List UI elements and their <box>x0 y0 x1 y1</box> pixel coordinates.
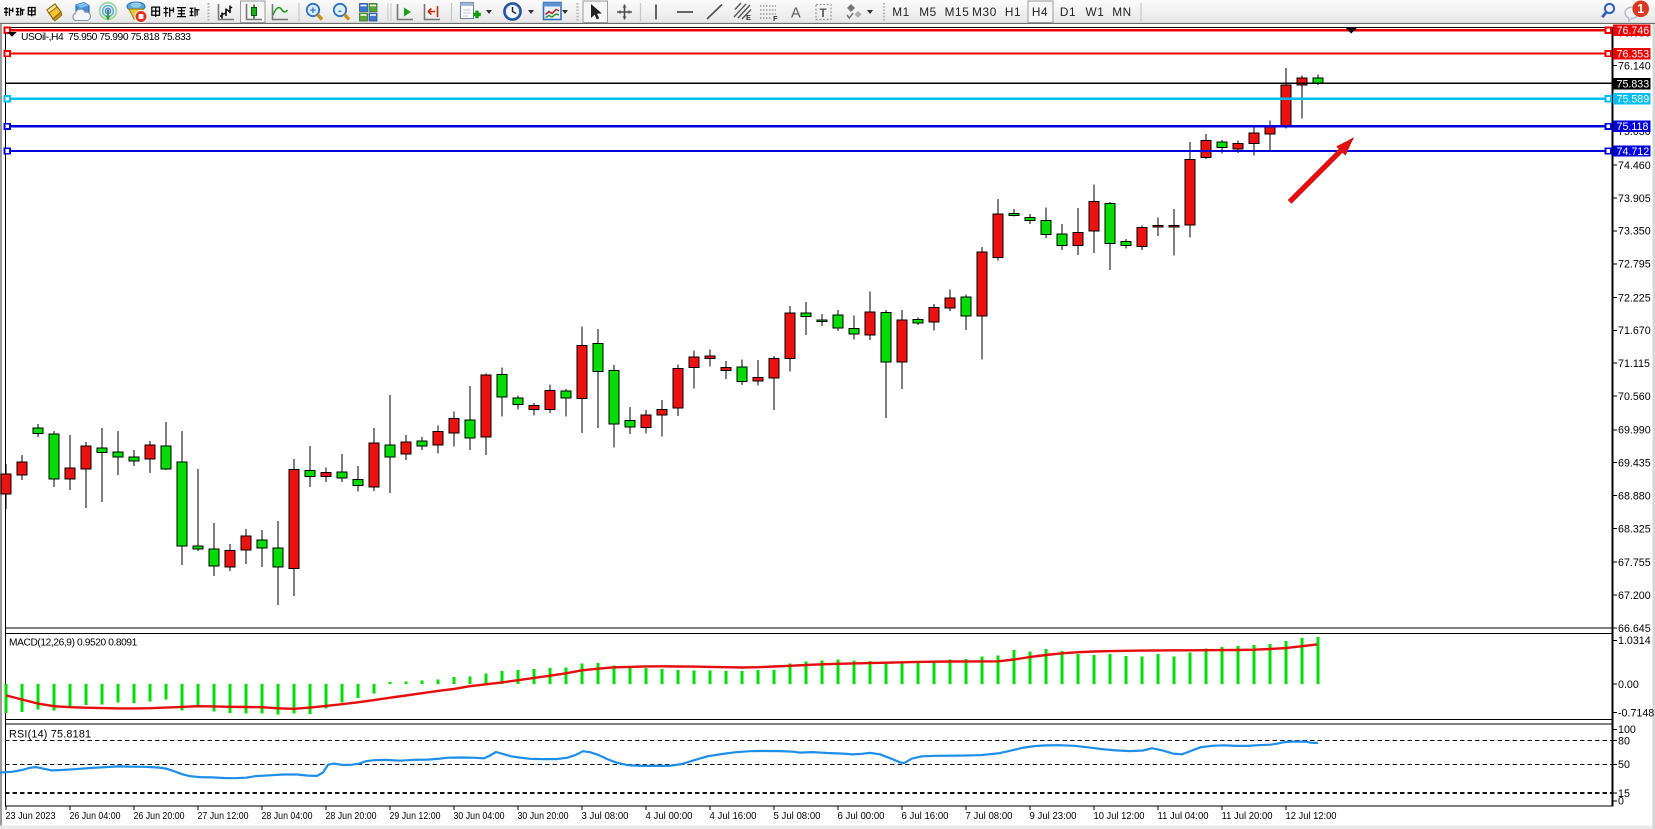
svg-text:26 Jun 04:00: 26 Jun 04:00 <box>70 810 121 822</box>
svg-text:10 Jul 12:00: 10 Jul 12:00 <box>1094 810 1145 822</box>
svg-text:100: 100 <box>1618 724 1636 736</box>
svg-text:M30: M30 <box>972 5 997 19</box>
svg-text:3 Jul 08:00: 3 Jul 08:00 <box>582 810 629 822</box>
svg-text:MACD(12,26,9) 0.9520 0.8091: MACD(12,26,9) 0.9520 0.8091 <box>9 638 138 649</box>
svg-text:69.990: 69.990 <box>1618 425 1651 437</box>
svg-text:M5: M5 <box>919 5 937 19</box>
svg-text:1.0314: 1.0314 <box>1618 635 1651 647</box>
svg-text:50: 50 <box>1618 759 1630 771</box>
svg-text:69.435: 69.435 <box>1618 458 1651 470</box>
svg-text:74.460: 74.460 <box>1618 160 1651 172</box>
svg-text:RSI(14) 75.8181: RSI(14) 75.8181 <box>9 728 91 740</box>
svg-text:28 Jun 20:00: 28 Jun 20:00 <box>326 810 377 822</box>
svg-text:80: 80 <box>1618 735 1630 747</box>
svg-text:A: A <box>791 6 801 22</box>
svg-text:W1: W1 <box>1086 5 1105 19</box>
svg-text:68.880: 68.880 <box>1618 490 1651 502</box>
svg-text:9 Jul 23:00: 9 Jul 23:00 <box>1030 810 1077 822</box>
svg-text:75.833: 75.833 <box>1617 78 1650 90</box>
svg-text:12 Jul 12:00: 12 Jul 12:00 <box>1286 810 1337 822</box>
svg-text:1: 1 <box>1637 2 1644 16</box>
svg-text:+: + <box>310 5 316 17</box>
svg-text:67.200: 67.200 <box>1618 590 1651 602</box>
svg-text:28 Jun 04:00: 28 Jun 04:00 <box>262 810 313 822</box>
svg-text:76.140: 76.140 <box>1618 61 1651 73</box>
svg-text:23 Jun 2023: 23 Jun 2023 <box>6 810 56 822</box>
svg-text:4 Jul 16:00: 4 Jul 16:00 <box>710 810 757 822</box>
svg-text:-0.7148: -0.7148 <box>1618 707 1654 719</box>
svg-text:26 Jun 20:00: 26 Jun 20:00 <box>134 810 185 822</box>
svg-text:USOil-,H4 75.950 75.990 75.81: USOil-,H4 75.950 75.990 75.818 75.833 <box>21 32 191 43</box>
svg-text:4 Jul 00:00: 4 Jul 00:00 <box>646 810 693 822</box>
svg-text:67.755: 67.755 <box>1618 557 1651 569</box>
svg-text:11 Jul 20:00: 11 Jul 20:00 <box>1222 810 1273 822</box>
svg-text:27 Jun 12:00: 27 Jun 12:00 <box>198 810 249 822</box>
svg-text:73.905: 73.905 <box>1618 193 1651 205</box>
svg-text:0: 0 <box>1618 796 1624 808</box>
svg-text:75.118: 75.118 <box>1617 121 1649 133</box>
svg-text:M15: M15 <box>945 5 970 19</box>
svg-text:F: F <box>773 14 778 23</box>
svg-text:71.670: 71.670 <box>1618 325 1651 337</box>
svg-text:72.225: 72.225 <box>1618 292 1651 304</box>
svg-text:73.350: 73.350 <box>1618 226 1651 238</box>
svg-text:0.00: 0.00 <box>1618 679 1639 691</box>
svg-text:71.115: 71.115 <box>1618 358 1650 370</box>
svg-text:E: E <box>746 13 751 22</box>
svg-text:H1: H1 <box>1005 5 1021 19</box>
svg-text:72.795: 72.795 <box>1618 259 1651 271</box>
svg-text:68.325: 68.325 <box>1618 523 1651 535</box>
svg-text:M1: M1 <box>892 5 910 19</box>
svg-text:66.645: 66.645 <box>1618 623 1651 635</box>
svg-text:6 Jul 16:00: 6 Jul 16:00 <box>902 810 949 822</box>
svg-text:15: 15 <box>1618 788 1630 800</box>
svg-text:MN: MN <box>1112 5 1132 19</box>
svg-text:30 Jun 04:00: 30 Jun 04:00 <box>454 810 505 822</box>
svg-text:H4: H4 <box>1032 5 1048 19</box>
svg-text:7 Jul 08:00: 7 Jul 08:00 <box>966 810 1013 822</box>
svg-text:D1: D1 <box>1060 5 1076 19</box>
svg-text:T: T <box>820 8 827 20</box>
svg-text:6 Jul 00:00: 6 Jul 00:00 <box>838 810 885 822</box>
svg-text:11 Jul 04:00: 11 Jul 04:00 <box>1158 810 1209 822</box>
svg-text:30 Jun 20:00: 30 Jun 20:00 <box>518 810 569 822</box>
svg-text:76.353: 76.353 <box>1617 48 1650 60</box>
svg-text:-: - <box>338 5 342 17</box>
svg-text:74.712: 74.712 <box>1617 146 1650 158</box>
svg-text:5 Jul 08:00: 5 Jul 08:00 <box>774 810 821 822</box>
svg-text:76.746: 76.746 <box>1617 25 1650 37</box>
svg-text:75.589: 75.589 <box>1617 94 1650 106</box>
svg-text:70.560: 70.560 <box>1618 391 1651 403</box>
svg-text:29 Jun 12:00: 29 Jun 12:00 <box>390 810 441 822</box>
